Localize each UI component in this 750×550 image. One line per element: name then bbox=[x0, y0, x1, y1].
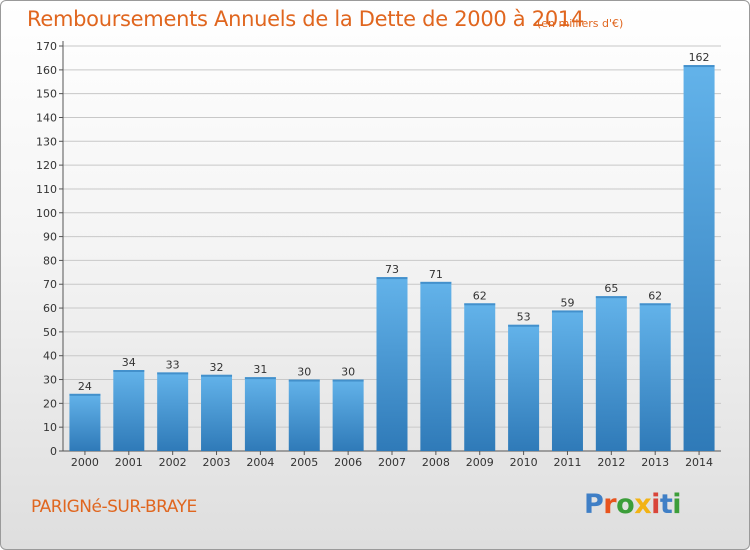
data-label: 31 bbox=[253, 363, 267, 376]
chart-subtitle: (en milliers d'€) bbox=[537, 17, 624, 30]
logo-letter: i bbox=[672, 489, 682, 520]
x-tick-label: 2008 bbox=[422, 456, 450, 469]
x-tick-label: 2003 bbox=[203, 456, 231, 469]
x-tick-label: 2010 bbox=[510, 456, 538, 469]
data-label: 73 bbox=[385, 263, 399, 276]
bar-2006 bbox=[332, 379, 364, 451]
bar-2008 bbox=[420, 281, 452, 451]
bar-top-edge bbox=[288, 379, 320, 382]
data-label: 32 bbox=[210, 361, 224, 374]
data-label: 65 bbox=[604, 282, 618, 295]
y-tick-label: 130 bbox=[36, 135, 57, 148]
bar-2010 bbox=[508, 324, 540, 451]
x-tick-label: 2001 bbox=[115, 456, 143, 469]
x-tick-label: 2006 bbox=[334, 456, 362, 469]
bar-2009 bbox=[464, 303, 496, 451]
bar-2005 bbox=[288, 379, 320, 451]
bar-2003 bbox=[201, 374, 233, 451]
bar-top-edge bbox=[464, 303, 496, 306]
logo-letter: o bbox=[616, 489, 635, 520]
bar-2004 bbox=[244, 377, 276, 451]
x-tick-label: 2009 bbox=[466, 456, 494, 469]
data-label: 24 bbox=[78, 380, 92, 393]
data-label: 71 bbox=[429, 268, 443, 281]
y-tick-label: 110 bbox=[36, 183, 57, 196]
bar-top-edge bbox=[201, 374, 233, 377]
x-tick-label: 2014 bbox=[685, 456, 713, 469]
data-label: 62 bbox=[473, 289, 487, 302]
x-tick-label: 2012 bbox=[597, 456, 625, 469]
chart-title: Remboursements Annuels de la Dette de 20… bbox=[27, 7, 584, 31]
commune-name: PARIGNé-SUR-BRAYE bbox=[31, 497, 197, 517]
y-tick-label: 60 bbox=[43, 302, 57, 315]
y-tick-label: 40 bbox=[43, 350, 57, 363]
y-tick-label: 160 bbox=[36, 64, 57, 77]
bar-top-edge bbox=[113, 370, 145, 372]
bar-2002 bbox=[157, 372, 189, 451]
bar-2013 bbox=[639, 303, 671, 451]
bar-top-edge bbox=[508, 324, 540, 327]
x-tick-label: 2000 bbox=[71, 456, 99, 469]
bar-top-edge bbox=[69, 393, 101, 396]
x-tick-label: 2004 bbox=[246, 456, 274, 469]
y-tick-label: 30 bbox=[43, 374, 57, 387]
y-tick-label: 90 bbox=[43, 231, 57, 244]
bar-top-edge bbox=[551, 310, 583, 313]
data-label: 33 bbox=[166, 358, 180, 371]
bar-2007 bbox=[376, 277, 408, 451]
data-label: 162 bbox=[689, 51, 710, 64]
bar-top-edge bbox=[639, 303, 671, 306]
data-label: 62 bbox=[648, 289, 662, 302]
logo-letter: x bbox=[634, 489, 652, 520]
y-tick-labels: 0 10 20 30 40 50 60 70 80 90 100 110 120 130 140 150 160… bbox=[36, 40, 57, 458]
y-tick-label: 120 bbox=[36, 159, 57, 172]
y-tick-label: 80 bbox=[43, 254, 57, 267]
bar-2011 bbox=[551, 310, 583, 451]
logo-letter: t bbox=[659, 489, 673, 520]
bar-2014 bbox=[683, 65, 715, 451]
bar-2001 bbox=[113, 370, 145, 451]
y-tick-label: 150 bbox=[36, 88, 57, 101]
data-label: 34 bbox=[122, 356, 136, 369]
y-tick-label: 10 bbox=[43, 421, 57, 434]
bars bbox=[69, 65, 715, 451]
data-label: 30 bbox=[341, 366, 355, 379]
data-label: 30 bbox=[297, 366, 311, 379]
bar-top-edge bbox=[244, 377, 276, 380]
y-tick-label: 140 bbox=[36, 111, 57, 124]
bar-top-edge bbox=[683, 65, 715, 68]
y-tick-label: 50 bbox=[43, 326, 57, 339]
bar-2012 bbox=[595, 296, 627, 451]
x-tick-label: 2002 bbox=[159, 456, 187, 469]
bar-top-edge bbox=[376, 277, 408, 280]
y-tick-label: 20 bbox=[43, 397, 57, 410]
logo-letter: r bbox=[603, 489, 617, 520]
x-tick-labels: 2000 2001 2002 2003 2004 2005 2006 2007 2008 2009… bbox=[71, 456, 713, 469]
bar-top-edge bbox=[420, 281, 452, 284]
x-tick-label: 2013 bbox=[641, 456, 669, 469]
x-tick-label: 2005 bbox=[290, 456, 318, 469]
y-tick-label: 100 bbox=[36, 207, 57, 220]
x-tick-label: 2011 bbox=[553, 456, 581, 469]
proxiti-logo: Proxiti bbox=[584, 489, 682, 520]
logo-letter: i bbox=[651, 489, 660, 520]
bar-top-edge bbox=[595, 296, 627, 299]
logo-letter: P bbox=[584, 489, 604, 520]
x-tick-label: 2007 bbox=[378, 456, 406, 469]
data-label: 59 bbox=[560, 296, 574, 309]
y-tick-label: 0 bbox=[50, 445, 57, 458]
bar-2000 bbox=[69, 393, 101, 451]
data-labels: 24 34 33 32 31 30 30 73 71 62 53 59 65 62 162 bbox=[78, 51, 710, 393]
bar-top-edge bbox=[157, 372, 189, 375]
data-label: 53 bbox=[517, 311, 531, 324]
y-tick-label: 70 bbox=[43, 278, 57, 291]
bar-top-edge bbox=[332, 379, 364, 382]
y-tick-label: 170 bbox=[36, 40, 57, 53]
